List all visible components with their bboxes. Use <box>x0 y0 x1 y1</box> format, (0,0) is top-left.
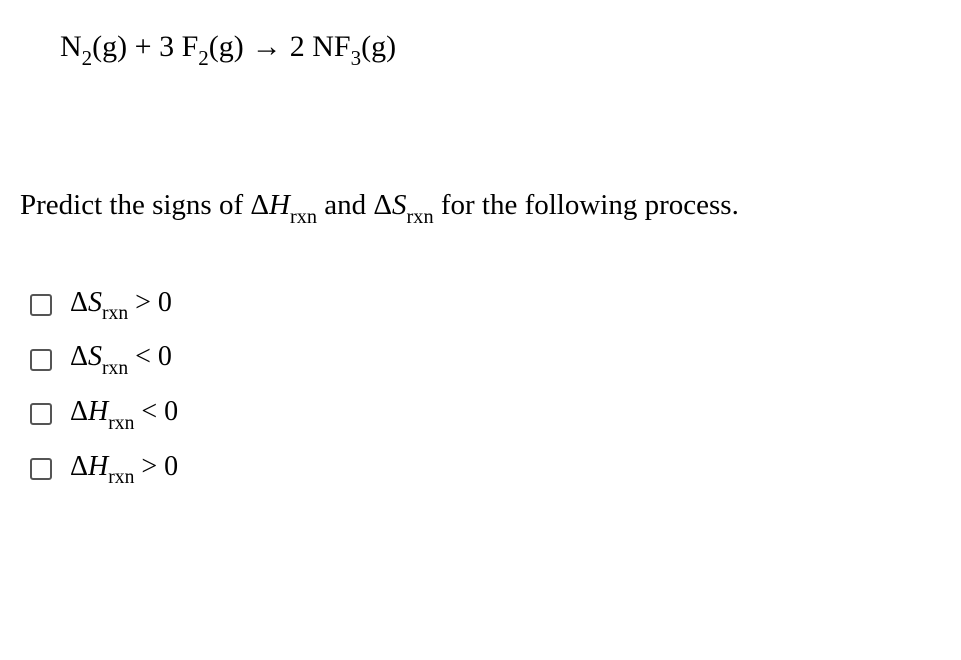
option-label: ΔSrxn > 0 <box>70 287 172 324</box>
option-label: ΔHrxn > 0 <box>70 451 178 488</box>
options-list: ΔSrxn > 0 ΔSrxn < 0 ΔHrxn < 0 ΔHrxn > 0 <box>30 287 941 487</box>
checkbox[interactable] <box>30 403 52 425</box>
option-row[interactable]: ΔHrxn > 0 <box>30 451 941 488</box>
prompt-term1-sub: rxn <box>290 206 317 228</box>
opt-sym: H <box>88 396 108 427</box>
prompt-term1-sym: H <box>269 189 290 221</box>
opt-sub: rxn <box>102 303 128 324</box>
product1-phase: (g) <box>361 30 396 63</box>
reactant1-sub: 2 <box>82 46 93 70</box>
opt-rel: > 0 <box>128 287 172 318</box>
prompt-term2-sub: rxn <box>407 206 434 228</box>
reactant2-sub: 2 <box>198 46 209 70</box>
prompt-term2-delta: Δ <box>373 189 392 221</box>
opt-rel: < 0 <box>128 341 172 372</box>
opt-rel: < 0 <box>134 396 178 427</box>
option-row[interactable]: ΔSrxn > 0 <box>30 287 941 324</box>
opt-sym: H <box>88 451 108 482</box>
reactant1-phase: (g) <box>92 30 127 63</box>
prompt-post: for the following process. <box>434 189 739 221</box>
reactant2-phase: (g) <box>209 30 244 63</box>
opt-rel: > 0 <box>134 451 178 482</box>
option-label: ΔSrxn < 0 <box>70 341 172 378</box>
question-prompt: Predict the signs of ΔHrxn and ΔSrxn for… <box>20 189 941 227</box>
checkbox[interactable] <box>30 349 52 371</box>
opt-delta: Δ <box>70 287 88 318</box>
reaction-equation: N2(g) + 3 F2(g)→2 NF3(g) <box>60 30 941 69</box>
opt-sub: rxn <box>108 413 134 434</box>
checkbox[interactable] <box>30 294 52 316</box>
reactant1-base: N <box>60 30 82 63</box>
product1-sub: 3 <box>351 46 362 70</box>
prompt-term2-sym: S <box>392 189 407 221</box>
product1-base: NF <box>312 30 350 63</box>
option-row[interactable]: ΔHrxn < 0 <box>30 396 941 433</box>
reactant2-base: F <box>182 30 199 63</box>
checkbox[interactable] <box>30 458 52 480</box>
prompt-pre: Predict the signs of <box>20 189 250 221</box>
opt-delta: Δ <box>70 396 88 427</box>
option-label: ΔHrxn < 0 <box>70 396 178 433</box>
product1-coef: 2 <box>290 30 313 63</box>
prompt-term1-delta: Δ <box>250 189 269 221</box>
opt-delta: Δ <box>70 451 88 482</box>
option-row[interactable]: ΔSrxn < 0 <box>30 341 941 378</box>
opt-delta: Δ <box>70 341 88 372</box>
opt-sub: rxn <box>102 358 128 379</box>
reaction-arrow: → <box>252 30 282 64</box>
reactant2-coef: 3 <box>159 30 182 63</box>
plus-sign: + <box>127 30 159 63</box>
opt-sym: S <box>88 341 102 372</box>
opt-sym: S <box>88 287 102 318</box>
prompt-mid: and <box>317 189 373 221</box>
opt-sub: rxn <box>108 467 134 488</box>
